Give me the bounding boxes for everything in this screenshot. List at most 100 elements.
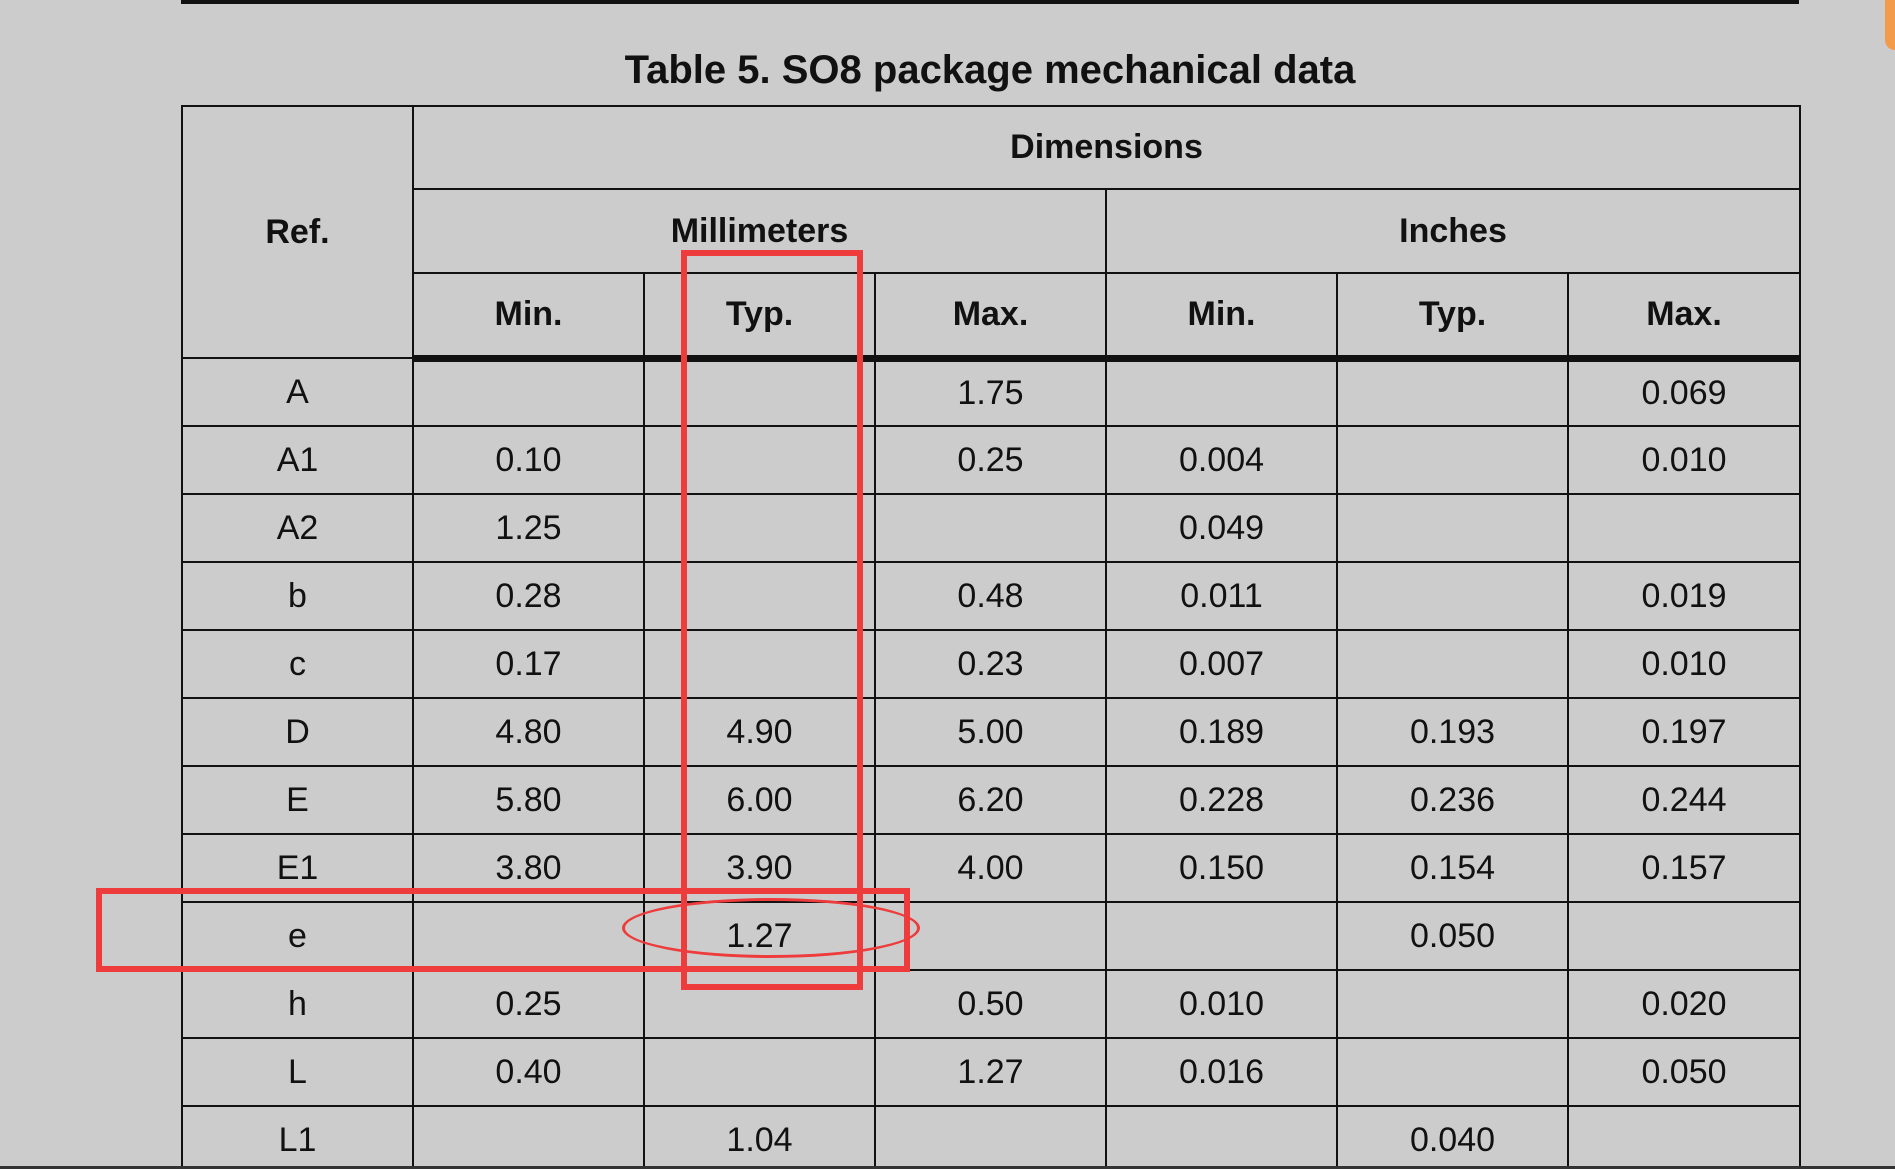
cell-in-typ <box>1336 493 1569 563</box>
cell-mm-min: 0.28 <box>412 561 645 631</box>
cell-mm-typ <box>643 629 876 699</box>
cell-ref: h <box>181 969 414 1039</box>
cell-mm-min <box>412 1105 645 1169</box>
cell-mm-min: 0.25 <box>412 969 645 1039</box>
table-row: L1 1.04 0.040 <box>181 1105 1801 1169</box>
table-row: h 0.25 0.50 0.010 0.020 <box>181 969 1801 1039</box>
header-mm-typ: Typ. <box>643 272 876 362</box>
cell-mm-typ: 6.00 <box>643 765 876 835</box>
header-row-units: Millimeters Inches <box>182 188 1801 274</box>
cell-mm-max <box>874 901 1107 971</box>
cell-mm-typ <box>643 969 876 1039</box>
cell-in-max: 0.010 <box>1567 425 1801 495</box>
header-in-min: Min. <box>1105 272 1338 362</box>
top-rule <box>181 0 1799 4</box>
cell-mm-min: 5.80 <box>412 765 645 835</box>
cell-ref: A1 <box>181 425 414 495</box>
header-millimeters: Millimeters <box>412 188 1107 274</box>
header-inches: Inches <box>1105 188 1801 274</box>
cell-in-max <box>1567 901 1801 971</box>
table-row: L 0.40 1.27 0.016 0.050 <box>181 1037 1801 1107</box>
cell-in-min: 0.016 <box>1105 1037 1338 1107</box>
cell-in-min <box>1105 901 1338 971</box>
cell-mm-typ: 1.27 <box>643 901 876 971</box>
cell-in-max: 0.050 <box>1567 1037 1801 1107</box>
mechanical-data-table: Ref. Dimensions Millimeters Inches Min. … <box>181 105 1801 1169</box>
cell-in-typ <box>1336 357 1569 427</box>
cell-in-max <box>1567 493 1801 563</box>
cell-mm-min: 0.10 <box>412 425 645 495</box>
bottom-edge <box>0 1166 1895 1169</box>
cell-mm-typ <box>643 1037 876 1107</box>
cell-ref: E <box>181 765 414 835</box>
cell-mm-max: 0.48 <box>874 561 1107 631</box>
cell-in-max <box>1567 1105 1801 1169</box>
cell-mm-min: 0.40 <box>412 1037 645 1107</box>
cell-ref: A2 <box>181 493 414 563</box>
cell-mm-typ <box>643 357 876 427</box>
cell-mm-max: 6.20 <box>874 765 1107 835</box>
cell-in-min: 0.189 <box>1105 697 1338 767</box>
cell-in-min: 0.007 <box>1105 629 1338 699</box>
cell-mm-min: 4.80 <box>412 697 645 767</box>
header-row-limits: Min. Typ. Max. Min. Typ. Max. <box>182 272 1801 362</box>
table-row: A 1.75 0.069 <box>181 357 1801 427</box>
cell-in-typ: 0.154 <box>1336 833 1569 903</box>
cell-in-typ: 0.040 <box>1336 1105 1569 1169</box>
cell-in-min: 0.011 <box>1105 561 1338 631</box>
cell-in-min <box>1105 357 1338 427</box>
cell-mm-typ <box>643 493 876 563</box>
cell-in-typ <box>1336 629 1569 699</box>
header-in-typ: Typ. <box>1336 272 1569 362</box>
cell-mm-typ: 3.90 <box>643 833 876 903</box>
cell-mm-min: 0.17 <box>412 629 645 699</box>
cell-in-typ <box>1336 1037 1569 1107</box>
header-mm-max: Max. <box>874 272 1107 362</box>
table-title: Table 5. SO8 package mechanical data <box>624 48 1356 92</box>
cell-mm-max <box>874 1105 1107 1169</box>
cell-ref: L1 <box>181 1105 414 1169</box>
cell-mm-typ <box>643 425 876 495</box>
cell-in-max: 0.019 <box>1567 561 1801 631</box>
cell-in-typ <box>1336 425 1569 495</box>
cell-ref: e <box>181 901 414 971</box>
table-row: b 0.28 0.48 0.011 0.019 <box>181 561 1801 631</box>
cell-in-min: 0.010 <box>1105 969 1338 1039</box>
cell-mm-max: 5.00 <box>874 697 1107 767</box>
cell-in-min: 0.228 <box>1105 765 1338 835</box>
cell-in-max: 0.020 <box>1567 969 1801 1039</box>
cell-in-min: 0.049 <box>1105 493 1338 563</box>
cell-ref: A <box>181 357 414 427</box>
cell-in-max: 0.069 <box>1567 357 1801 427</box>
cell-in-max: 0.010 <box>1567 629 1801 699</box>
cell-in-typ: 0.193 <box>1336 697 1569 767</box>
header-ref: Ref. <box>181 105 414 359</box>
cell-ref: D <box>181 697 414 767</box>
header-row-dimensions: Ref. Dimensions <box>181 105 1801 359</box>
cell-in-max: 0.244 <box>1567 765 1801 835</box>
header-mm-min: Min. <box>412 272 645 362</box>
cell-mm-typ: 4.90 <box>643 697 876 767</box>
cell-mm-max: 1.75 <box>874 357 1107 427</box>
cell-in-typ: 0.236 <box>1336 765 1569 835</box>
cell-mm-max: 0.50 <box>874 969 1107 1039</box>
cell-ref: L <box>181 1037 414 1107</box>
cell-in-min: 0.004 <box>1105 425 1338 495</box>
table-row: D 4.80 4.90 5.00 0.189 0.193 0.197 <box>181 697 1801 767</box>
table-row-highlighted: e 1.27 0.050 <box>181 901 1801 971</box>
cell-mm-min: 3.80 <box>412 833 645 903</box>
cell-mm-max: 1.27 <box>874 1037 1107 1107</box>
cell-mm-max <box>874 493 1107 563</box>
cell-mm-typ: 1.04 <box>643 1105 876 1169</box>
table-row: A1 0.10 0.25 0.004 0.010 <box>181 425 1801 495</box>
cell-ref: c <box>181 629 414 699</box>
cell-in-typ <box>1336 561 1569 631</box>
cell-ref: b <box>181 561 414 631</box>
table-row: A2 1.25 0.049 <box>181 493 1801 563</box>
header-in-max: Max. <box>1567 272 1801 362</box>
table-row: E 5.80 6.00 6.20 0.228 0.236 0.244 <box>181 765 1801 835</box>
cell-mm-max: 0.25 <box>874 425 1107 495</box>
cell-mm-min <box>412 357 645 427</box>
cell-mm-max: 4.00 <box>874 833 1107 903</box>
